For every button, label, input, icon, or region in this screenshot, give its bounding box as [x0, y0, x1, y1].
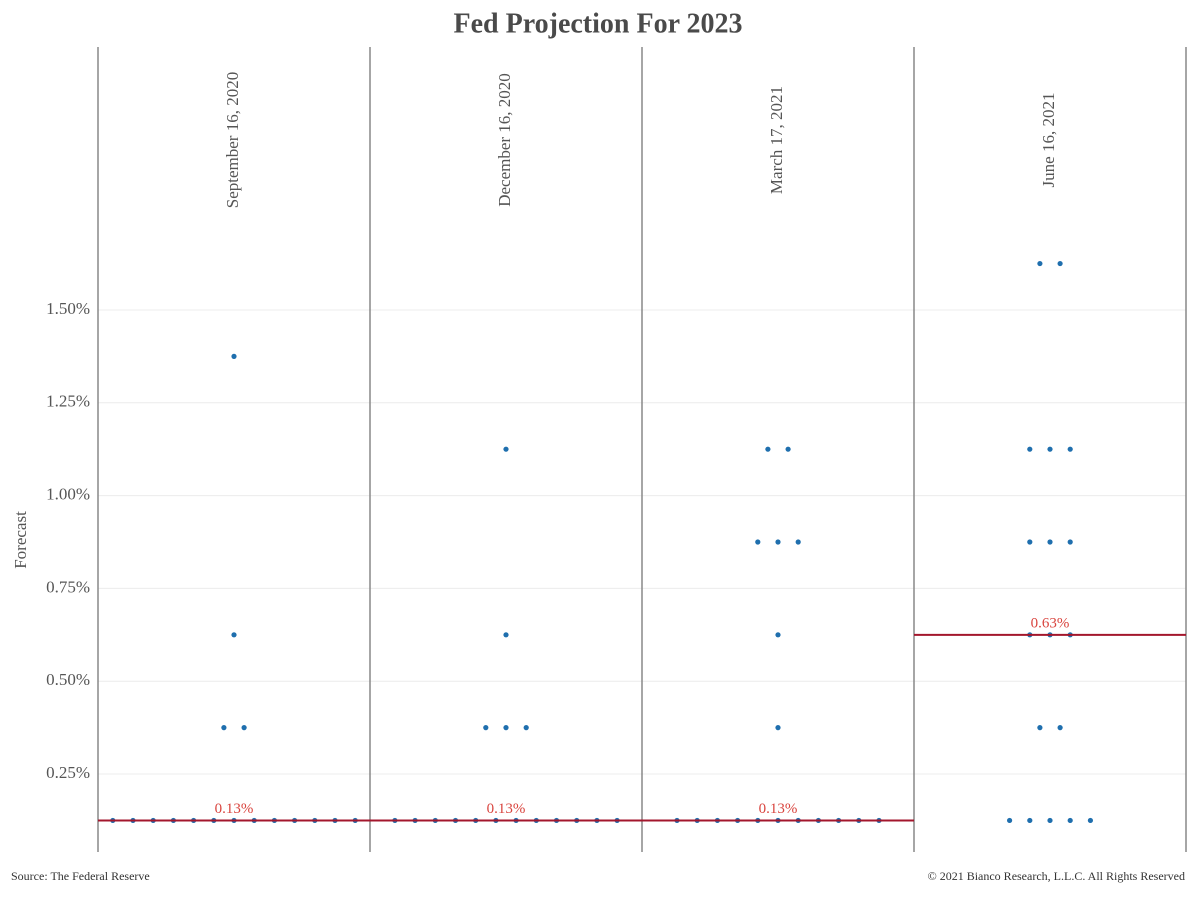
- dot: [1027, 446, 1033, 452]
- y-axis-label: Forecast: [11, 511, 30, 569]
- dot: [1067, 817, 1073, 824]
- dot: [1047, 446, 1053, 452]
- dot: [765, 446, 771, 452]
- dot: [1087, 817, 1093, 824]
- median-label: 0.63%: [1031, 615, 1070, 631]
- panel-header: June 16, 2021: [1039, 93, 1058, 188]
- dot: [1037, 725, 1043, 731]
- dot: [1037, 260, 1043, 267]
- panel-header: December 16, 2020: [495, 73, 514, 207]
- dot: [1027, 817, 1033, 824]
- dot: [1067, 539, 1073, 545]
- dot: [221, 725, 227, 731]
- dot: [1047, 539, 1053, 545]
- dot: [241, 725, 247, 731]
- dot: [1047, 817, 1053, 824]
- dot: [795, 539, 801, 545]
- dot: [1067, 446, 1073, 452]
- median-label: 0.13%: [759, 801, 798, 817]
- dot: [503, 632, 509, 638]
- dot: [785, 446, 791, 452]
- y-tick-label: 0.75%: [46, 577, 90, 596]
- dot: [231, 353, 237, 359]
- dot: [775, 539, 781, 545]
- median-label: 0.13%: [215, 801, 254, 817]
- panel-header: September 16, 2020: [223, 72, 242, 208]
- dot: [1057, 725, 1063, 731]
- median-label: 0.13%: [487, 801, 526, 817]
- y-tick-label: 1.25%: [46, 392, 90, 411]
- dot: [775, 632, 781, 638]
- y-tick-label: 0.50%: [46, 670, 90, 689]
- dot: [1007, 817, 1013, 824]
- dot: [503, 725, 509, 731]
- y-tick-label: 1.00%: [46, 484, 90, 503]
- dot: [503, 446, 509, 452]
- dot: [775, 725, 781, 731]
- dot: [231, 632, 237, 638]
- chart-title: Fed Projection For 2023: [453, 8, 742, 39]
- copyright: © 2021 Bianco Research, L.L.C. All Right…: [928, 869, 1185, 883]
- dot: [483, 725, 489, 731]
- panel-header: March 17, 2021: [767, 86, 786, 194]
- dot: [1057, 260, 1063, 267]
- y-tick-label: 0.25%: [46, 763, 90, 782]
- dot: [755, 539, 761, 545]
- dot: [1027, 539, 1033, 545]
- dot: [523, 725, 529, 731]
- source: Source: The Federal Reserve: [11, 869, 150, 883]
- y-tick-label: 1.50%: [46, 299, 90, 318]
